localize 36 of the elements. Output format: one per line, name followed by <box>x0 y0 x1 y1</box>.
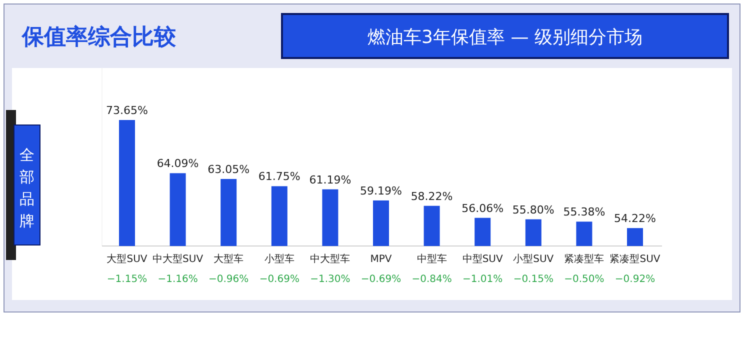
x-tick-label: MPV <box>370 254 392 265</box>
x-tick-label: 中大型SUV <box>152 253 204 265</box>
chart-subtitle: 燃油车3年保值率 — 级别细分市场 <box>368 27 642 48</box>
data-label: 54.22% <box>614 212 656 226</box>
text: −1.15% <box>106 274 148 285</box>
text: −0.84% <box>412 274 452 285</box>
text: −1.16% <box>158 274 198 285</box>
data-label: 55.38% <box>563 206 606 219</box>
text: −0.50% <box>564 274 604 285</box>
data-label: 59.19% <box>360 184 402 198</box>
text: −0.15% <box>513 274 554 285</box>
text: −0.69% <box>360 274 402 285</box>
x-tick-label: 紧凑型SUV <box>610 253 660 265</box>
x-tick-label: 大型SUV <box>106 253 148 265</box>
x-tick-label: 小型SUV <box>513 253 554 265</box>
x-tick-label: 紧凑型车 <box>564 253 604 265</box>
text: −0.92% <box>614 274 656 285</box>
data-label: 63.05% <box>208 162 250 176</box>
data-label: 64.09% <box>156 157 199 170</box>
x-tick-label: 大型车 <box>214 253 244 265</box>
data-label: 58.22% <box>410 190 453 203</box>
chart-title: 保值率综合比较 <box>21 24 177 50</box>
data-label: 61.19% <box>309 173 352 186</box>
text: −0.96% <box>208 274 249 285</box>
x-tick-label: 中型车 <box>416 253 447 265</box>
data-label: 55.80% <box>512 203 554 216</box>
text: −0.69% <box>259 274 300 285</box>
x-tick-label: 中型SUV <box>462 253 504 265</box>
text: −1.01% <box>462 274 503 285</box>
y-axis-title: 全部品牌 <box>20 146 34 230</box>
x-tick-label: 小型车 <box>264 253 294 265</box>
data-label: 61.75% <box>258 170 300 184</box>
data-label: 56.06% <box>462 202 504 215</box>
data-label: 73.65% <box>106 104 148 118</box>
text: −1.30% <box>310 274 350 285</box>
x-tick-label: 中大型车 <box>310 253 350 265</box>
